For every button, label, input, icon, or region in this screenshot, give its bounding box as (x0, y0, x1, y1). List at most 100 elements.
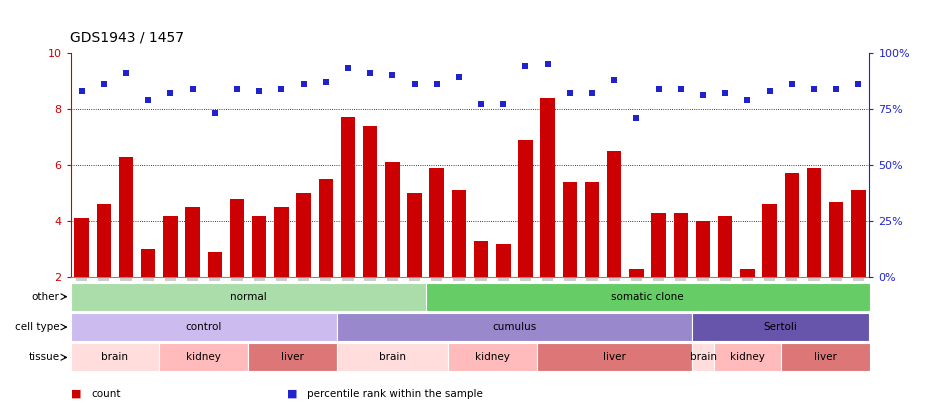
Bar (296, 193, 311, 277)
Bar (563, 182, 577, 277)
Point (229, 85, 244, 92)
Text: kidney: kidney (730, 352, 765, 362)
Point (163, 90, 178, 96)
Point (651, 85, 666, 92)
Bar (692, 313, 870, 341)
Point (495, 101, 510, 108)
Bar (319, 179, 333, 277)
Point (696, 92, 711, 98)
Point (518, 63, 533, 69)
Bar (74, 218, 88, 277)
Point (740, 97, 755, 103)
Bar (274, 207, 289, 277)
Point (562, 90, 577, 96)
Point (673, 85, 688, 92)
Bar (829, 202, 843, 277)
Point (851, 81, 866, 87)
Bar (852, 190, 866, 277)
Text: liver: liver (814, 352, 837, 362)
Bar (208, 252, 222, 277)
Bar (385, 162, 400, 277)
Point (430, 81, 445, 87)
Bar (70, 343, 159, 371)
Text: other: other (32, 292, 59, 302)
Bar (229, 199, 244, 277)
Bar (407, 193, 422, 277)
Point (185, 85, 200, 92)
Point (784, 81, 799, 87)
Bar (164, 215, 178, 277)
Text: control: control (185, 322, 222, 332)
Text: kidney: kidney (186, 352, 221, 362)
Bar (781, 343, 870, 371)
Point (762, 87, 777, 94)
Text: somatic clone: somatic clone (611, 292, 684, 302)
Bar (474, 241, 488, 277)
Text: count: count (91, 389, 120, 399)
Point (407, 81, 422, 87)
Point (807, 85, 822, 92)
Point (829, 85, 844, 92)
Point (585, 90, 600, 96)
Text: brain: brain (379, 352, 406, 362)
Bar (141, 249, 155, 277)
Bar (447, 343, 537, 371)
Text: Sertoli: Sertoli (764, 322, 798, 332)
Bar (807, 168, 822, 277)
Bar (585, 182, 600, 277)
Point (629, 115, 644, 121)
Text: cell type: cell type (15, 322, 59, 332)
Text: brain: brain (690, 352, 716, 362)
Bar (340, 117, 355, 277)
Point (296, 81, 311, 87)
Bar (118, 157, 133, 277)
Bar (70, 283, 426, 311)
Point (96, 81, 111, 87)
Bar (426, 283, 870, 311)
Point (384, 72, 400, 79)
Bar (762, 205, 776, 277)
Text: ■: ■ (70, 389, 81, 399)
Bar (363, 126, 377, 277)
Bar (496, 244, 510, 277)
Bar (159, 343, 248, 371)
Point (74, 87, 89, 94)
Point (340, 65, 355, 72)
Bar (696, 221, 711, 277)
Bar (430, 168, 444, 277)
Bar (185, 207, 200, 277)
Bar (337, 343, 447, 371)
Bar (718, 215, 732, 277)
Bar (651, 213, 666, 277)
Bar (97, 205, 111, 277)
Text: normal: normal (229, 292, 266, 302)
Bar (248, 343, 337, 371)
Text: ■: ■ (287, 389, 297, 399)
Text: GDS1943 / 1457: GDS1943 / 1457 (70, 30, 184, 45)
Point (363, 70, 378, 76)
Bar (518, 140, 533, 277)
Bar (714, 343, 781, 371)
Bar (70, 313, 337, 341)
Bar (629, 269, 644, 277)
Point (606, 77, 621, 83)
Bar (785, 173, 799, 277)
Point (718, 90, 733, 96)
Point (319, 79, 334, 85)
Text: brain: brain (102, 352, 129, 362)
Point (207, 110, 222, 117)
Bar (252, 215, 266, 277)
Text: cumulus: cumulus (493, 322, 537, 332)
Bar (674, 213, 688, 277)
Bar (540, 98, 555, 277)
Point (451, 74, 466, 81)
Bar (537, 343, 692, 371)
Bar (607, 151, 621, 277)
Point (118, 70, 133, 76)
Point (474, 101, 489, 108)
Text: liver: liver (603, 352, 626, 362)
Text: tissue: tissue (28, 352, 59, 362)
Point (274, 85, 289, 92)
Bar (692, 343, 714, 371)
Point (141, 97, 156, 103)
